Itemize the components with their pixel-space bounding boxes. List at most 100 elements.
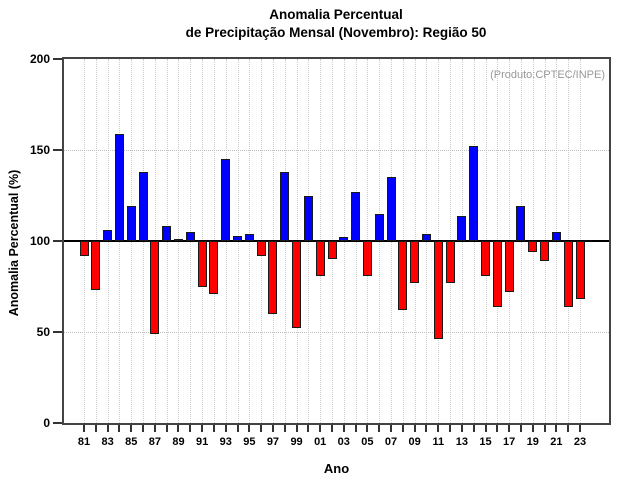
x-tick: [437, 425, 440, 432]
bar-2005: [362, 241, 372, 276]
x-tick: [130, 425, 133, 432]
bar-1996: [256, 241, 266, 256]
y-tick-label: 0: [43, 416, 50, 430]
bar-2009: [410, 241, 420, 283]
bar-2015: [481, 241, 491, 276]
x-tick: [106, 425, 109, 432]
x-tick-label: 95: [243, 436, 256, 448]
x-tick-label: 93: [219, 436, 232, 448]
x-tick: [354, 425, 357, 432]
bar-2014: [469, 146, 479, 241]
x-tick: [366, 425, 369, 432]
x-tick-label: 89: [172, 436, 185, 448]
x-tick: [579, 425, 581, 432]
x-tick-label: 19: [526, 436, 539, 448]
h-gridline: [64, 332, 609, 333]
y-tick-label: 200: [29, 52, 50, 66]
x-tick-label: 01: [314, 436, 327, 448]
x-tick: [425, 425, 428, 432]
chart-title: Anomalia Percentual de Precipitação Mens…: [30, 6, 640, 42]
bar-2017: [504, 241, 514, 292]
x-tick: [283, 425, 286, 432]
x-tick: [401, 425, 404, 432]
bar-2004: [351, 191, 361, 241]
x-tick: [212, 425, 215, 432]
y-tick: [53, 58, 62, 60]
bar-2021: [551, 231, 561, 241]
bar-2008: [398, 241, 408, 311]
bar-1991: [197, 241, 207, 287]
x-tick-label: 99: [290, 436, 303, 448]
x-axis-title: Ano: [323, 461, 350, 476]
x-tick: [342, 425, 345, 432]
x-tick: [378, 425, 381, 432]
y-tick: [53, 422, 62, 424]
bar-1984: [114, 133, 124, 241]
x-tick: [319, 425, 322, 432]
x-tick: [307, 425, 310, 432]
chart-title-line2: de Precipitação Mensal (Novembro): Regiã…: [185, 25, 487, 40]
bar-2003: [339, 237, 349, 241]
bar-1993: [221, 159, 231, 241]
x-tick: [508, 425, 511, 432]
x-tick: [224, 425, 227, 432]
bar-1998: [280, 171, 290, 241]
x-tick: [449, 425, 452, 432]
x-tick-label: 03: [337, 436, 350, 448]
bar-1981: [79, 241, 89, 256]
x-tick: [189, 425, 192, 432]
bar-2000: [303, 195, 313, 241]
bar-2023: [575, 241, 585, 300]
bar-1999: [292, 241, 302, 329]
x-tick-label: 97: [266, 436, 280, 448]
x-tick-label: 87: [148, 436, 161, 448]
y-tick: [53, 240, 62, 242]
x-tick: [496, 425, 499, 432]
bar-2013: [457, 215, 467, 241]
x-tick: [519, 425, 522, 432]
h-gridline: [64, 150, 609, 151]
bar-1982: [91, 241, 101, 291]
bar-2018: [516, 206, 526, 241]
bar-1990: [185, 231, 195, 241]
x-tick-label: 21: [550, 436, 563, 448]
x-tick: [236, 425, 239, 432]
x-tick: [331, 425, 333, 432]
x-tick-label: 09: [408, 436, 421, 448]
bar-1992: [209, 241, 219, 294]
x-tick: [543, 425, 546, 432]
x-tick: [390, 425, 393, 432]
x-tick: [118, 425, 121, 432]
y-tick: [53, 149, 62, 151]
x-tick: [295, 425, 298, 432]
x-tick: [94, 425, 97, 432]
bar-1987: [150, 241, 160, 334]
x-tick: [165, 425, 168, 432]
bar-2020: [540, 241, 550, 262]
x-tick: [83, 425, 85, 432]
bar-1997: [268, 241, 278, 314]
x-tick: [531, 425, 534, 432]
x-tick-label: 23: [573, 436, 587, 448]
x-tick-label: 05: [361, 436, 374, 448]
bar-2019: [528, 241, 538, 252]
bar-1995: [244, 233, 254, 241]
x-tick: [201, 425, 204, 432]
x-tick-label: 91: [195, 436, 209, 448]
x-tick: [153, 425, 156, 432]
bar-1986: [138, 171, 148, 241]
bar-2011: [433, 241, 443, 340]
bar-1989: [173, 239, 183, 242]
bar-2001: [315, 241, 325, 276]
x-tick-label: 13: [455, 436, 469, 448]
bar-2012: [445, 241, 455, 283]
y-tick-label: 100: [29, 234, 50, 248]
x-tick: [248, 425, 251, 432]
x-tick: [271, 425, 274, 432]
x-tick: [472, 425, 475, 432]
x-tick-label: 85: [125, 436, 138, 448]
bar-2022: [563, 241, 573, 307]
x-tick: [555, 425, 558, 432]
x-tick-label: 83: [101, 436, 114, 448]
bar-1994: [233, 235, 243, 241]
